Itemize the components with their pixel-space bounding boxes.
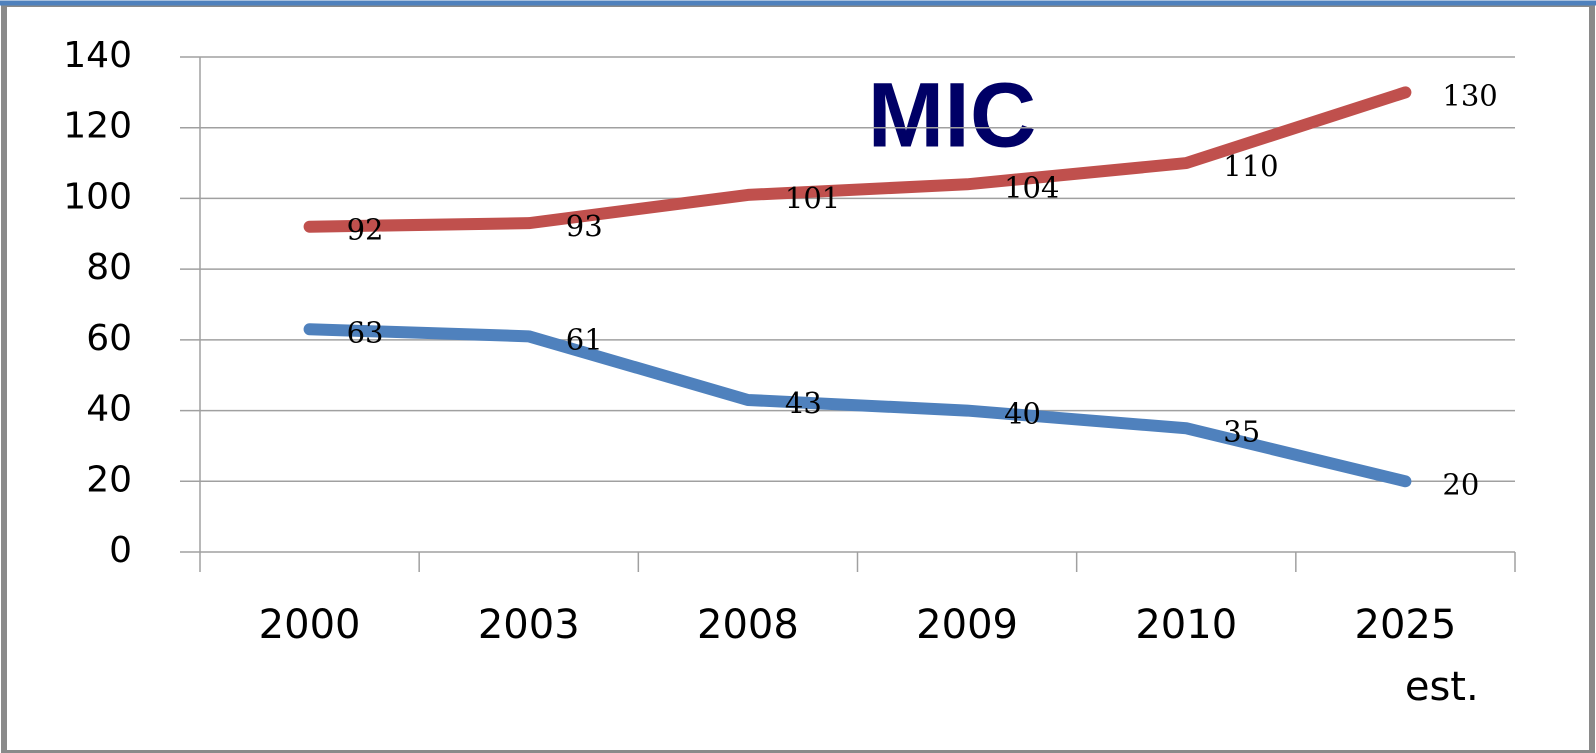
data-label: 92 [347, 213, 384, 247]
x-tick-label: 2008 [697, 602, 799, 648]
series-line [303, 323, 1412, 488]
data-label: 40 [1004, 397, 1041, 431]
y-tick-label: 40 [86, 389, 132, 430]
x-tick-label: 2010 [1135, 602, 1237, 648]
data-label: 110 [1223, 149, 1278, 183]
data-label: 104 [1004, 170, 1059, 204]
x-tick-label: 2000 [259, 602, 361, 648]
data-label: 20 [1442, 467, 1479, 501]
data-label: 43 [785, 386, 822, 420]
y-tick-label: 20 [86, 459, 132, 500]
x-tick-label: 2003 [478, 602, 580, 648]
x-tick-label: 2009 [916, 602, 1018, 648]
data-label: 101 [785, 181, 840, 215]
y-tick-label: 140 [63, 35, 132, 76]
x-tick-label: 2025 est. [1355, 602, 1479, 710]
chart-title: MIC [868, 64, 1037, 166]
data-label: 130 [1442, 78, 1497, 112]
y-tick-label: 100 [63, 176, 132, 217]
y-tick-label: 60 [86, 318, 132, 359]
data-label: 61 [566, 322, 603, 356]
data-label: 93 [566, 209, 603, 243]
y-tick-label: 80 [86, 247, 132, 288]
y-tick-label: 0 [109, 530, 132, 571]
series-line [303, 86, 1412, 233]
y-tick-label: 120 [63, 106, 132, 147]
data-label: 63 [347, 315, 384, 349]
data-label: 35 [1223, 414, 1260, 448]
